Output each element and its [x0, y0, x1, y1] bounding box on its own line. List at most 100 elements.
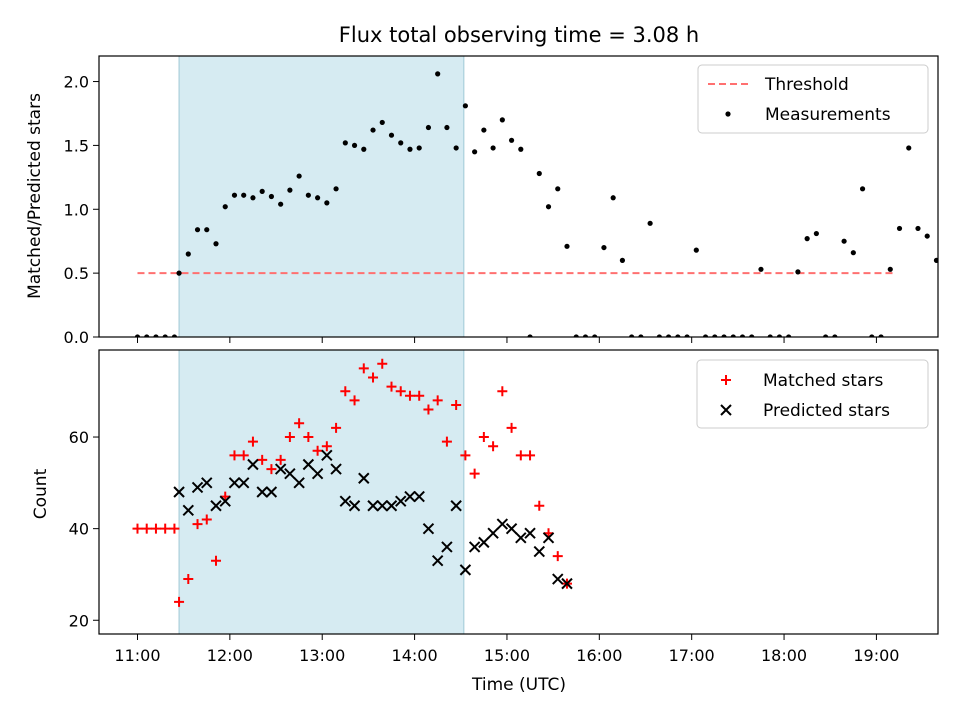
matched-star-point — [534, 500, 545, 511]
matched-star-point — [321, 441, 332, 452]
y-tick-label: 1.0 — [64, 200, 89, 219]
predicted-star-point — [542, 532, 555, 544]
y-tick-label: 0.0 — [64, 328, 89, 347]
measurement-point — [490, 145, 496, 151]
predicted-star-point — [330, 463, 342, 475]
predicted-star-point — [450, 500, 462, 512]
measurement-point — [924, 233, 930, 239]
matched-star-point — [414, 390, 425, 401]
measurement-point — [721, 334, 727, 337]
bottom-legend: Matched stars Predicted stars — [696, 359, 929, 429]
predicted-star-point — [376, 500, 388, 512]
top-axes-frame — [98, 55, 939, 338]
matched-star-point — [515, 450, 526, 461]
measurement-point — [906, 145, 912, 151]
predicted-star-point — [468, 541, 481, 553]
predicted-star-point — [265, 486, 278, 498]
matched-star-point — [506, 422, 517, 433]
measurement-point — [361, 146, 367, 152]
predicted-star-point — [413, 490, 425, 503]
predicted-star-point — [459, 564, 472, 576]
matched-star-point — [238, 450, 249, 461]
measurement-point — [555, 186, 561, 192]
legend-matched-swatch — [721, 375, 731, 385]
measurement-point — [702, 334, 709, 337]
measurement-point — [832, 334, 838, 337]
measurement-point — [601, 244, 607, 251]
matched-star-point — [160, 523, 171, 534]
predicted-star-point — [404, 490, 416, 503]
observing-window-shade — [179, 56, 464, 337]
measurement-point — [176, 270, 182, 276]
matched-star-point — [377, 358, 388, 369]
x-tick-label: 19:00 — [853, 646, 899, 665]
predicted-star-point — [228, 477, 241, 489]
matched-star-point — [132, 523, 143, 534]
matched-star-point — [525, 450, 536, 461]
measurement-point — [153, 334, 159, 337]
matched-star-point — [201, 514, 212, 525]
predicted-star-point — [348, 500, 361, 512]
measurement-point — [333, 186, 339, 192]
measurement-point — [527, 334, 533, 337]
measurement-point — [204, 227, 210, 233]
predicted-star-point — [478, 536, 490, 549]
matched-star-point — [183, 574, 194, 585]
predicted-star-point — [441, 541, 453, 553]
measurement-point — [665, 334, 672, 337]
x-axis-label: Time (UTC) — [471, 675, 566, 695]
matched-star-point — [284, 432, 295, 443]
y-tick-label: 40 — [69, 520, 89, 539]
measurement-point — [739, 334, 746, 337]
measurement-point — [296, 173, 302, 179]
measurement-point — [425, 124, 432, 131]
y-tick-label: 2.0 — [64, 73, 89, 92]
matched-star-point — [192, 519, 203, 530]
matched-star-point — [488, 441, 499, 452]
measurement-point — [508, 137, 515, 143]
matched-star-point — [266, 464, 277, 475]
measurement-point — [850, 250, 856, 256]
predicted-star-point — [201, 477, 213, 489]
predicted-star-point — [533, 545, 545, 558]
legend-measurements-label: Measurements — [765, 105, 891, 125]
legend-box — [697, 64, 929, 134]
matched-star-point — [210, 555, 221, 566]
top-legend: Threshold Measurements — [697, 64, 929, 134]
x-tick-label: 15:00 — [484, 646, 530, 665]
predicted-star-point — [173, 486, 185, 498]
measurement-point — [351, 142, 358, 149]
measurement-point — [416, 145, 422, 151]
predicted-star-point — [302, 458, 315, 471]
predicted-star-point — [182, 504, 194, 517]
x-tick-label: 11:00 — [114, 646, 160, 665]
measurement-point — [144, 334, 150, 337]
measurement-point — [564, 243, 570, 249]
measurement-point — [259, 188, 265, 194]
measurement-point — [582, 334, 589, 337]
matched-star-point — [497, 386, 508, 397]
measurement-point — [444, 124, 450, 131]
predicted-star-point — [385, 500, 398, 512]
matched-star-point — [229, 450, 240, 461]
measurement-point — [592, 334, 598, 337]
predicted-star-point — [367, 500, 379, 512]
measurement-point — [388, 132, 395, 138]
bottom-axes-frame — [98, 349, 939, 635]
predicted-star-point — [496, 518, 509, 530]
measurement-point — [171, 334, 178, 337]
measurement-point — [933, 257, 938, 263]
y-tick-label: 1.5 — [64, 136, 89, 155]
measurement-point — [684, 334, 690, 337]
measurement-point — [749, 334, 755, 337]
measurement-point — [915, 225, 921, 232]
measurement-point — [573, 334, 579, 337]
measurement-point — [767, 334, 773, 337]
measurement-point — [342, 140, 348, 146]
matched-star-point — [441, 436, 452, 447]
y-tick-label: 60 — [69, 428, 89, 447]
matched-star-point — [275, 454, 286, 465]
measurement-point — [472, 149, 478, 155]
measurement-point — [813, 230, 819, 237]
measurement-point — [656, 334, 662, 337]
